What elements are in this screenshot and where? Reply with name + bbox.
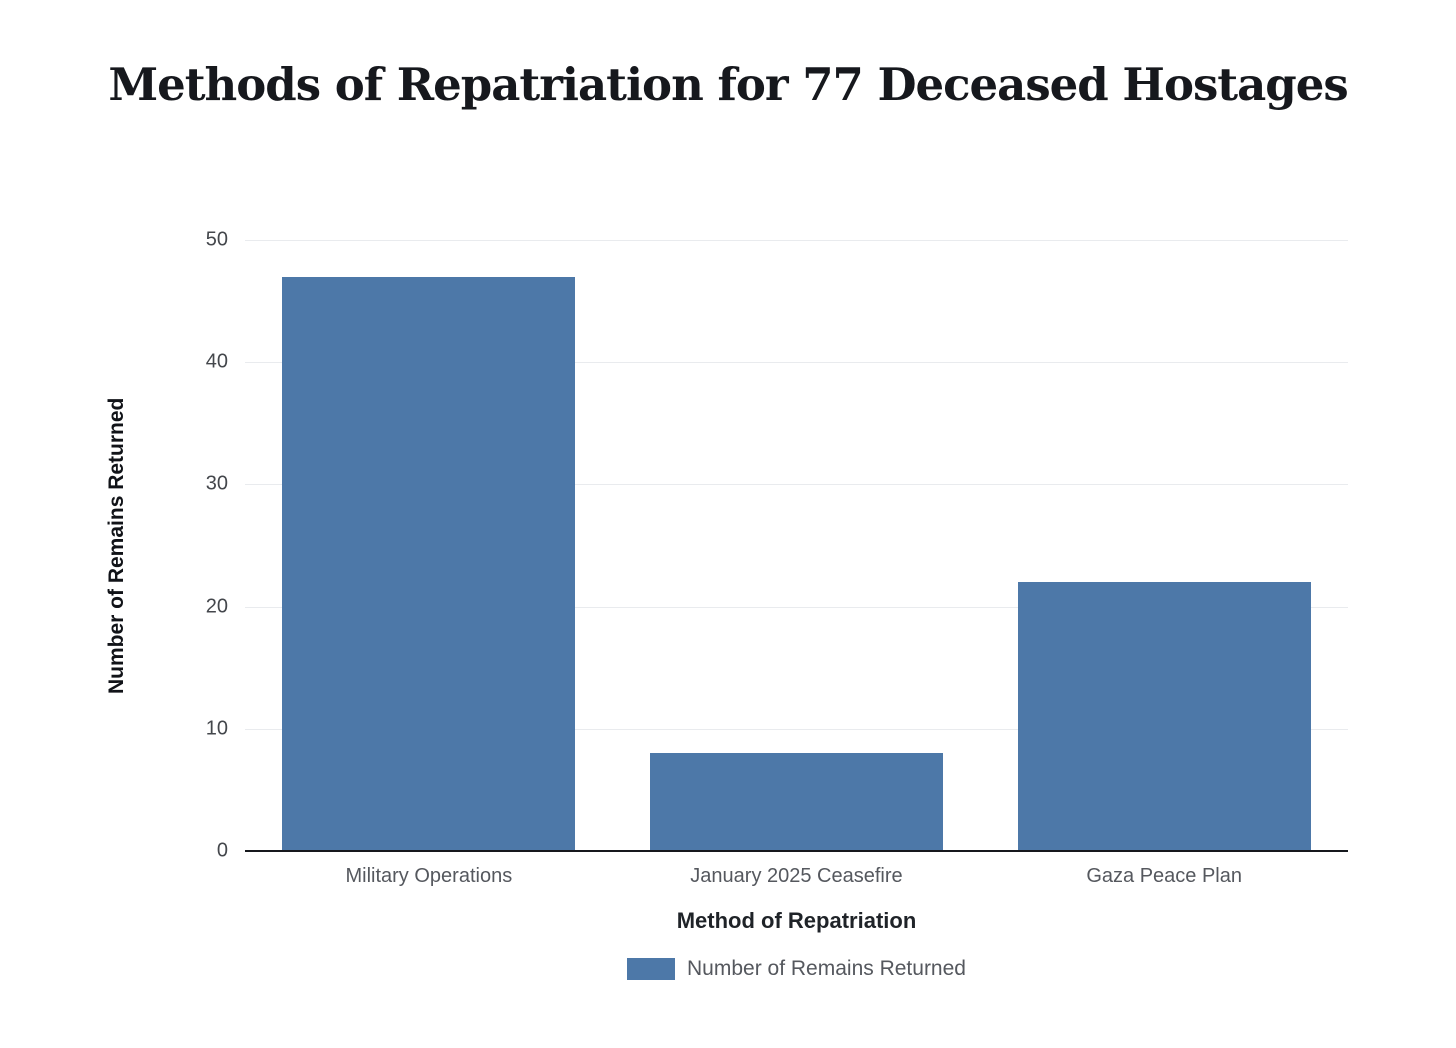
y-tick-label-0: 0 — [216, 839, 228, 862]
legend: Number of Remains Returned — [245, 957, 1348, 981]
legend-swatch — [627, 958, 676, 980]
x-category-label-military-operations: Military Operations — [345, 865, 513, 887]
x-axis-title: Method of Repatriation — [676, 908, 917, 933]
x-axis-line — [245, 850, 1348, 852]
gridline-10 — [245, 728, 1348, 730]
plot-area: 0 10 20 30 40 50 Military Operations January 2… — [206, 229, 1348, 887]
legend-label: Number of Remains Returned — [687, 957, 966, 980]
y-tick-label-50: 50 — [205, 228, 228, 251]
gridline-40 — [245, 362, 1348, 364]
y-axis-title: Number of Remains Returned — [105, 397, 128, 694]
y-tick-label-20: 20 — [205, 595, 228, 618]
y-tick-label-30: 30 — [205, 472, 228, 495]
bar-january-2025-ceasefire — [649, 753, 943, 851]
y-tick-label-10: 10 — [205, 717, 228, 740]
bar-military-operations — [282, 276, 576, 851]
x-category-label-gaza-peace-plan: Gaza Peace Plan — [1086, 865, 1242, 887]
gridline-50 — [245, 240, 1348, 241]
y-tick-label-40: 40 — [205, 350, 228, 373]
x-category-label-january-2025-ceasefire: January 2025 Ceasefire — [690, 865, 903, 887]
gridline-30 — [245, 484, 1348, 486]
gridline-20 — [245, 606, 1348, 608]
bar-gaza-peace-plan — [1017, 582, 1311, 851]
chart-title: Methods of Repatriation for 77 Deceased … — [108, 58, 1348, 111]
